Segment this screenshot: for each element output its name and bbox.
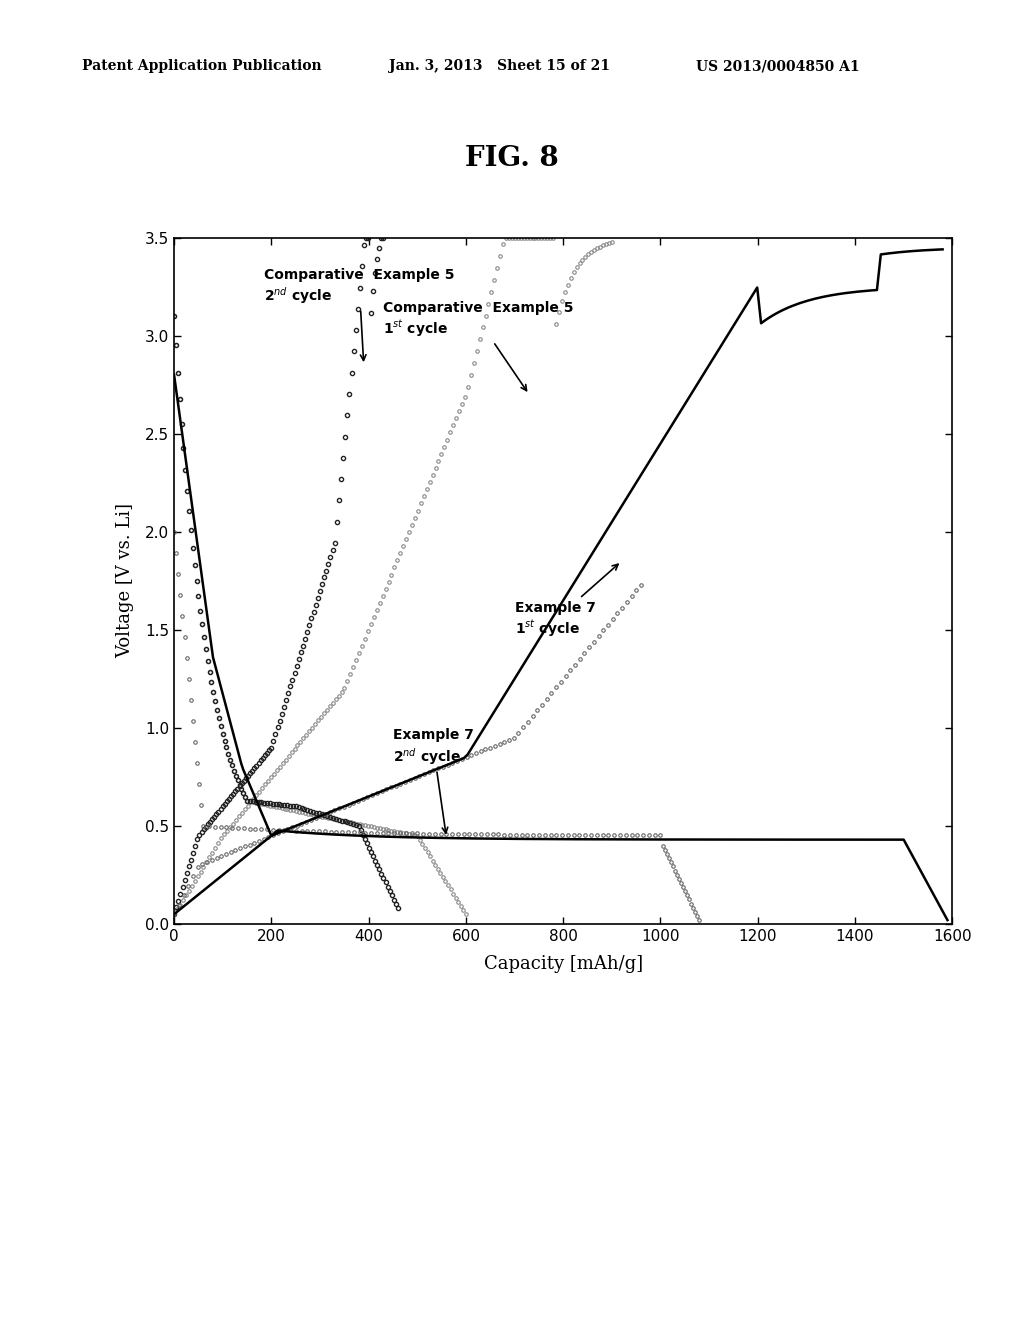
Text: Example 7
1$^{st}$ cycle: Example 7 1$^{st}$ cycle xyxy=(515,564,618,639)
Text: Comparative  Example 5
1$^{st}$ cycle: Comparative Example 5 1$^{st}$ cycle xyxy=(383,301,573,391)
Text: Patent Application Publication: Patent Application Publication xyxy=(82,59,322,74)
Text: US 2013/0004850 A1: US 2013/0004850 A1 xyxy=(696,59,860,74)
Text: Example 7
2$^{nd}$ cycle: Example 7 2$^{nd}$ cycle xyxy=(393,729,474,833)
Y-axis label: Voltage [V vs. Li]: Voltage [V vs. Li] xyxy=(116,503,134,659)
Text: Jan. 3, 2013   Sheet 15 of 21: Jan. 3, 2013 Sheet 15 of 21 xyxy=(389,59,610,74)
X-axis label: Capacity [mAh/g]: Capacity [mAh/g] xyxy=(483,954,643,973)
Text: FIG. 8: FIG. 8 xyxy=(465,145,559,172)
Text: Comparative  Example 5
2$^{nd}$ cycle: Comparative Example 5 2$^{nd}$ cycle xyxy=(264,268,455,360)
